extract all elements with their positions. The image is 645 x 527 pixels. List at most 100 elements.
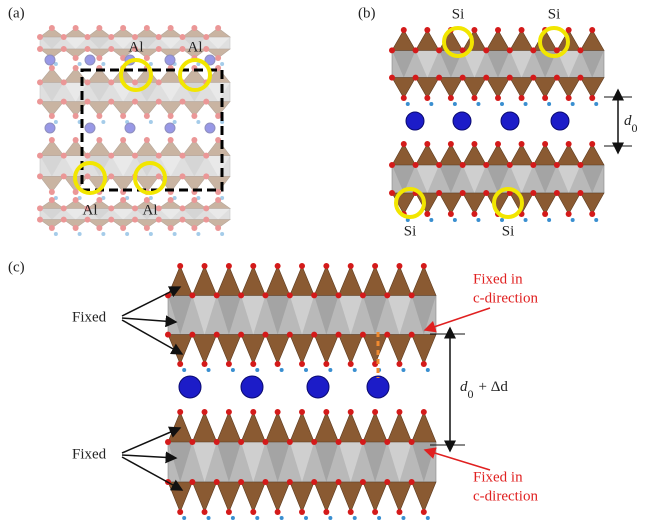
tetrahedron <box>265 266 289 295</box>
oxygen <box>323 409 329 415</box>
oxygen <box>323 263 329 269</box>
oxygen <box>203 173 209 179</box>
tetrahedron <box>265 335 289 364</box>
hydrogen <box>196 120 200 124</box>
oxygen <box>120 25 126 31</box>
oxygen <box>471 141 477 147</box>
tetrahedron <box>192 335 216 364</box>
oxygen <box>73 113 79 119</box>
oxygen <box>214 479 220 485</box>
oxygen <box>156 173 162 179</box>
oxygen <box>180 46 186 52</box>
oxygen <box>156 34 162 40</box>
oxygen <box>156 99 162 105</box>
hydrogen <box>231 516 235 520</box>
oxygen <box>589 95 595 101</box>
tetrahedron <box>387 482 411 512</box>
tetrahedron <box>290 412 314 442</box>
oxygen <box>460 162 466 168</box>
oxygen <box>108 205 114 211</box>
oxygen <box>424 27 430 33</box>
oxygen <box>85 99 91 105</box>
oxygen <box>372 409 378 415</box>
oxygen <box>49 25 55 31</box>
oxygen <box>396 361 402 367</box>
oxygen <box>483 75 489 81</box>
hydrogen <box>125 232 129 236</box>
atom-label: Al <box>188 39 203 55</box>
oxygen <box>85 46 91 52</box>
atom-label: Al <box>83 202 98 218</box>
tetrahedron <box>463 193 487 214</box>
oxygen <box>275 263 281 269</box>
oxygen <box>120 137 126 143</box>
tetrahedron <box>533 78 557 98</box>
oxygen <box>389 190 395 196</box>
oxygen <box>61 173 67 179</box>
oxygen <box>203 217 209 223</box>
oxygen <box>37 173 43 179</box>
atom-label: Si <box>502 223 515 239</box>
oxygen <box>168 225 174 231</box>
oxygen <box>566 141 572 147</box>
oxygen <box>96 25 102 31</box>
edge-label: Fixed in <box>473 271 523 287</box>
oxygen <box>577 75 583 81</box>
hydrogen <box>426 516 430 520</box>
oxygen <box>448 95 454 101</box>
hydrogen <box>173 120 177 124</box>
suffix: + Δd <box>479 379 509 395</box>
oxygen <box>495 95 501 101</box>
hydrogen <box>353 368 357 372</box>
cation <box>125 123 135 133</box>
panel-label: (b) <box>358 5 376 21</box>
tetrahedron <box>387 335 411 364</box>
hydrogen <box>101 232 105 236</box>
oxygen <box>168 25 174 31</box>
oxygen <box>96 55 102 61</box>
oxygen <box>73 225 79 231</box>
oxygen <box>108 217 114 223</box>
oxygen <box>144 137 150 143</box>
oxygen <box>519 95 525 101</box>
oxygen <box>132 217 138 223</box>
tetrahedron <box>416 30 440 50</box>
atom-label: Si <box>452 6 465 22</box>
tetrahedron <box>416 144 440 165</box>
oxygen <box>530 162 536 168</box>
tetrahedron <box>314 266 338 295</box>
fixed-label: Fixed <box>72 446 107 462</box>
oxygen <box>336 479 342 485</box>
hydrogen <box>353 516 357 520</box>
oxygen <box>238 332 244 338</box>
oxygen <box>250 361 256 367</box>
cation <box>205 123 215 133</box>
tetrahedron <box>439 78 463 98</box>
hydrogen <box>255 516 259 520</box>
oxygen <box>554 162 560 168</box>
oxygen <box>409 332 415 338</box>
oxygen <box>421 361 427 367</box>
hydrogen <box>78 62 82 66</box>
oxygen <box>73 55 79 61</box>
oxygen <box>507 162 513 168</box>
tetrahedron <box>416 78 440 98</box>
tetrahedron <box>439 193 463 214</box>
tetrahedron <box>533 193 557 214</box>
cation <box>179 376 201 398</box>
hydrogen <box>149 232 153 236</box>
tetrahedron <box>290 335 314 364</box>
cation <box>307 376 329 398</box>
oxygen <box>191 225 197 231</box>
oxygen <box>215 197 221 203</box>
oxygen <box>61 34 67 40</box>
oxygen <box>336 332 342 338</box>
tetrahedron <box>265 412 289 442</box>
oxygen <box>215 225 221 231</box>
oxygen <box>424 211 430 217</box>
hydrogen <box>429 218 433 222</box>
oxygen <box>226 361 232 367</box>
hydrogen <box>406 102 410 106</box>
oxygen <box>311 439 317 445</box>
atom-label: Al <box>143 202 158 218</box>
